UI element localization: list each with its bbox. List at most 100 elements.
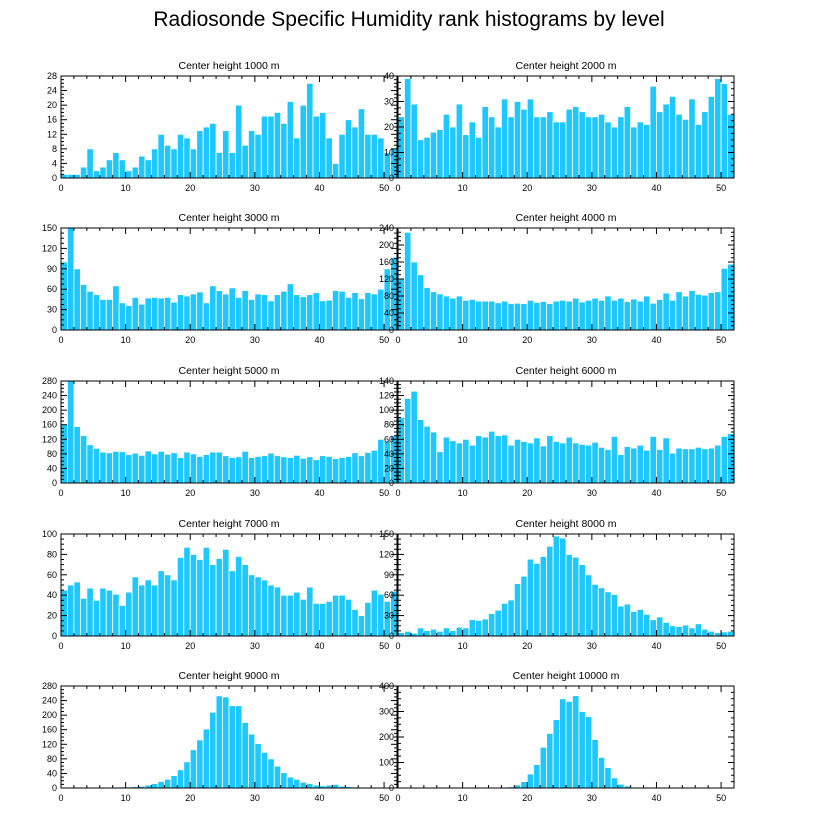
bar <box>183 137 191 179</box>
bar <box>125 170 133 179</box>
bar <box>727 630 735 637</box>
bar <box>481 436 489 484</box>
bar <box>163 778 172 789</box>
bar <box>247 733 256 789</box>
bar <box>118 451 127 484</box>
bar <box>286 457 295 484</box>
bar <box>688 98 696 179</box>
bar <box>293 778 301 789</box>
x-tick-label: 0 <box>58 488 63 498</box>
bar <box>727 263 735 331</box>
bar <box>228 152 236 179</box>
bar <box>60 173 68 179</box>
x-tick-label: 50 <box>716 793 726 803</box>
bar <box>707 292 716 331</box>
panel-title: Center height 7000 m <box>179 518 280 530</box>
y-tick-label: 60 <box>384 590 394 600</box>
bar <box>105 298 114 331</box>
y-tick-label: 40 <box>47 590 57 600</box>
bar <box>688 627 696 637</box>
bar <box>196 739 204 789</box>
bar <box>539 301 548 331</box>
x-tick-label: 20 <box>185 183 195 193</box>
bar <box>157 133 165 179</box>
bar <box>151 783 159 789</box>
bar <box>455 103 464 179</box>
bar <box>209 711 217 789</box>
bar <box>404 231 412 331</box>
bar <box>423 630 431 637</box>
bar <box>73 173 81 179</box>
bar <box>707 630 716 637</box>
panel-title: Center height 4000 m <box>516 212 617 224</box>
bar <box>99 587 107 637</box>
bar <box>423 425 431 484</box>
bar <box>404 630 412 637</box>
bar <box>260 579 269 637</box>
bar <box>325 600 333 637</box>
x-tick-label: 20 <box>185 488 195 498</box>
bar <box>630 298 638 331</box>
bar <box>163 574 172 637</box>
bar <box>488 613 496 637</box>
bar <box>260 294 269 331</box>
bar <box>610 594 619 637</box>
bar <box>701 628 709 637</box>
bar <box>656 449 664 484</box>
bar <box>273 294 282 331</box>
bar <box>520 303 528 331</box>
bar <box>584 444 593 484</box>
bar <box>572 297 580 331</box>
bar <box>623 603 632 637</box>
y-tick-label: 28 <box>47 71 57 81</box>
x-tick-label: 50 <box>716 335 726 345</box>
bar <box>351 609 359 637</box>
y-tick-label: 80 <box>47 754 57 764</box>
bar <box>662 103 670 179</box>
bar <box>131 296 139 331</box>
bar <box>701 111 709 179</box>
x-tick-label: 20 <box>185 641 195 651</box>
bar <box>280 772 288 789</box>
bar <box>202 302 211 331</box>
bar <box>209 285 217 331</box>
bar <box>241 564 249 637</box>
bar <box>293 137 301 179</box>
bar <box>416 274 425 331</box>
panel-title: Center height 8000 m <box>516 518 617 530</box>
bar <box>455 295 464 331</box>
histogram-panel-9: Center height 10000 m 0 100 200 300 400 0 10 20 3… <box>379 670 735 803</box>
bar <box>273 765 282 789</box>
bar <box>351 452 359 484</box>
bar <box>79 166 88 179</box>
bar <box>526 558 535 637</box>
bar <box>630 611 638 637</box>
bar <box>410 390 418 484</box>
bar <box>578 564 586 637</box>
bar <box>351 292 359 331</box>
y-tick-label: 160 <box>42 420 57 430</box>
y-tick-label: 240 <box>42 696 57 706</box>
bar <box>656 298 664 331</box>
y-tick-label: 240 <box>379 223 394 233</box>
y-tick-label: 160 <box>42 725 57 735</box>
bar <box>247 130 256 179</box>
x-tick-label: 0 <box>58 641 63 651</box>
y-tick-label: 30 <box>384 97 394 107</box>
bar <box>681 624 690 637</box>
bar <box>306 82 314 179</box>
x-tick-label: 20 <box>522 335 532 345</box>
bar <box>604 121 612 179</box>
bar <box>552 300 560 331</box>
bar <box>707 96 716 179</box>
y-tick-label: 0 <box>52 325 57 335</box>
bar <box>202 546 211 637</box>
bar <box>202 126 211 179</box>
bar <box>604 767 612 789</box>
x-tick-label: 30 <box>250 183 260 193</box>
bar <box>507 444 515 484</box>
bar <box>183 451 191 484</box>
panel-title: Center height 3000 m <box>179 212 280 224</box>
bar <box>222 455 230 484</box>
bar <box>643 613 651 637</box>
